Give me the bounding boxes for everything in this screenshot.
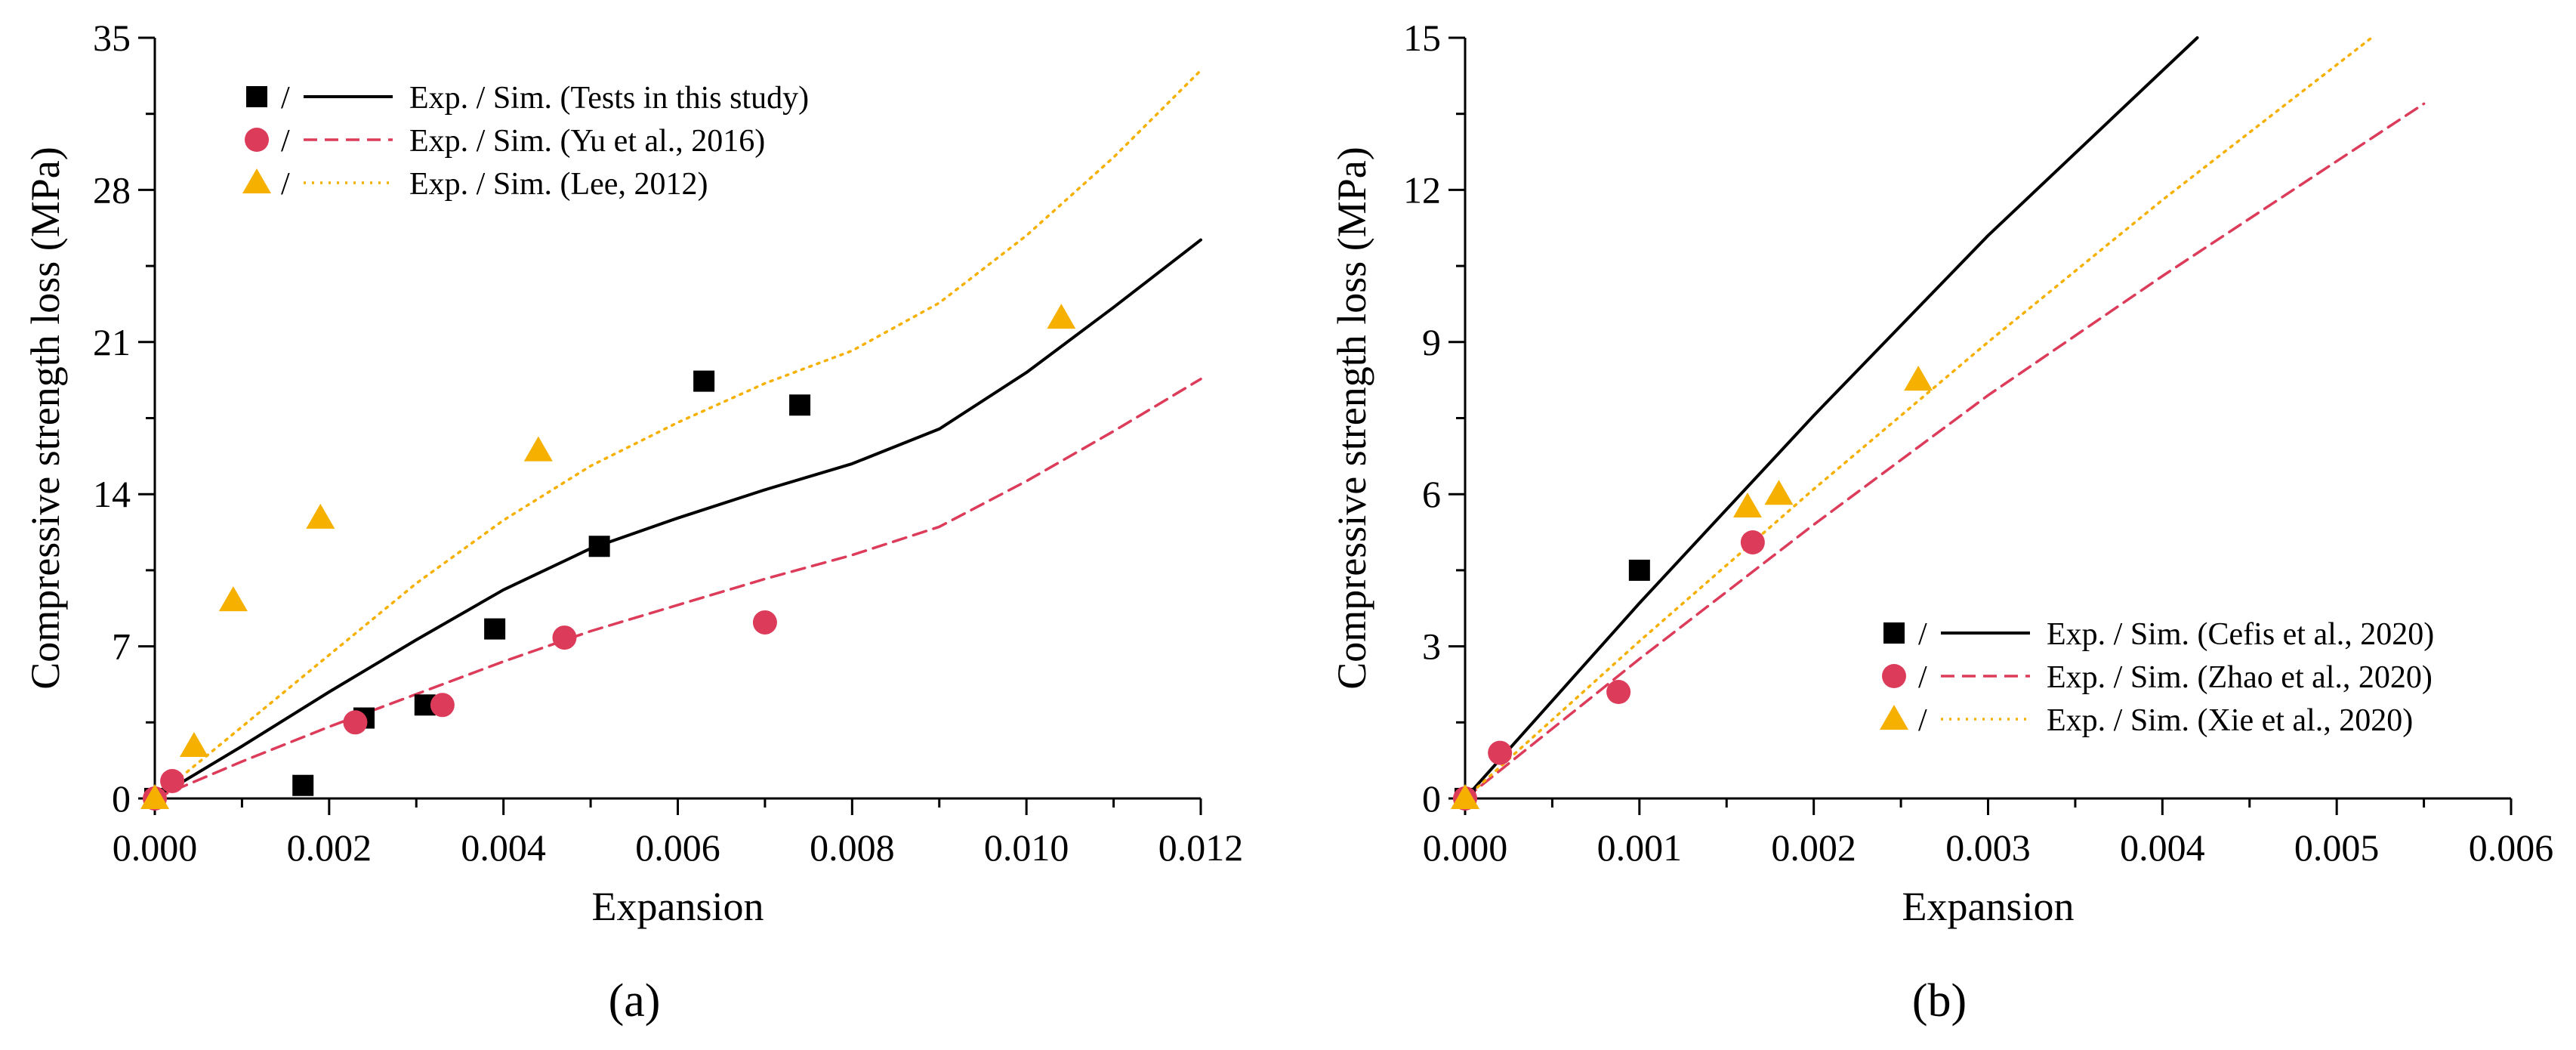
data-point-square — [789, 394, 811, 416]
data-point-circle — [552, 625, 577, 650]
data-point-triangle — [140, 784, 169, 809]
data-point-square — [484, 618, 506, 640]
data-point-triangle — [1047, 304, 1076, 329]
x-tick-label: 0.002 — [1771, 826, 1856, 869]
x-tick-label: 0.006 — [2469, 826, 2554, 869]
data-point-square — [1628, 559, 1650, 581]
x-axis-title: Expansion — [1902, 884, 2075, 929]
x-tick-label: 0.002 — [287, 826, 372, 869]
chart-b: 0.000 0.001 0.002 0.003 0.004 0.005 0.006 0 3 6 9 1… — [1329, 17, 2553, 1027]
legend-slash: / — [1918, 660, 1927, 695]
x-tick-label: 0.005 — [2294, 826, 2380, 869]
x-tick-label: 0.000 — [1423, 826, 1508, 869]
data-point-circle — [752, 610, 777, 635]
legend-slash: / — [281, 124, 290, 159]
x-tick-label: 0.004 — [2120, 826, 2205, 869]
legend-label: Exp. / Sim. (Cefis et al., 2020) — [2047, 617, 2434, 652]
data-point-circle — [160, 768, 185, 793]
x-tick-label: 0.001 — [1597, 826, 1683, 869]
x-tick-label: 0.012 — [1158, 826, 1244, 869]
legend-marker-triangle — [242, 168, 271, 193]
data-point-triangle — [1904, 366, 1933, 391]
y-tick-label: 6 — [1422, 473, 1441, 515]
x-tick-label: 0.008 — [810, 826, 895, 869]
legend-slash: / — [1918, 617, 1927, 652]
data-point-circle — [430, 693, 455, 718]
y-tick-label: 15 — [1403, 17, 1441, 59]
data-point-circle — [1606, 680, 1631, 705]
data-point-square — [588, 536, 610, 557]
data-point-triangle — [1732, 492, 1762, 517]
legend-slash: / — [281, 81, 290, 116]
legend-marker-circle — [245, 128, 269, 152]
x-tick-label: 0.000 — [113, 826, 198, 869]
legend-marker-triangle — [1880, 705, 1908, 730]
legend-slash: / — [1918, 703, 1927, 738]
x-tick-label: 0.006 — [635, 826, 720, 869]
data-point-triangle — [179, 731, 208, 757]
series-curve-2 — [1464, 36, 2374, 800]
data-point-circle — [343, 710, 368, 735]
series-curve-1 — [153, 377, 1202, 800]
data-point-square — [292, 774, 314, 796]
x-tick-label: 0.010 — [984, 826, 1069, 869]
legend-marker-square — [1883, 622, 1905, 644]
y-tick-label: 21 — [93, 321, 131, 363]
y-tick-label: 35 — [93, 17, 131, 59]
x-axis-title: Expansion — [592, 884, 764, 929]
legend-label: Exp. / Sim. (Tests in this study) — [409, 81, 809, 116]
x-tick-label: 0.003 — [1945, 826, 2031, 869]
legend-label: Exp. / Sim. (Lee, 2012) — [409, 167, 708, 202]
series-curve-0 — [1464, 36, 2199, 800]
legend-label: Exp. / Sim. (Zhao et al., 2020) — [2047, 660, 2433, 695]
legend: / Exp. / Sim. (Tests in this study) / Exp. … — [242, 81, 809, 202]
y-tick-label: 28 — [93, 168, 131, 211]
chart-a: 0.000 0.002 0.004 0.006 0.008 0.010 0.012 0 7 14 2… — [23, 17, 1243, 1027]
legend-slash: / — [281, 167, 290, 202]
data-point-circle — [1740, 530, 1765, 554]
data-point-triangle — [218, 586, 248, 612]
series-curve-0 — [153, 238, 1202, 800]
data-point-triangle — [1764, 480, 1794, 505]
legend-marker-square — [246, 86, 267, 107]
series-curve-2 — [153, 69, 1202, 800]
panel-label: (b) — [1912, 975, 1967, 1027]
y-tick-label: 12 — [1403, 168, 1441, 211]
y-tick-label: 0 — [112, 777, 131, 820]
y-tick-label: 0 — [1422, 777, 1441, 820]
legend-label: Exp. / Sim. (Yu et al., 2016) — [409, 124, 765, 159]
y-tick-label: 9 — [1422, 321, 1441, 363]
legend-marker-circle — [1882, 664, 1906, 688]
data-point-circle — [1488, 740, 1513, 765]
panel-label: (a) — [609, 975, 661, 1027]
x-tick-label: 0.004 — [461, 826, 546, 869]
y-tick-label: 14 — [93, 473, 131, 515]
y-axis-title: Compressive strength loss (MPa) — [1329, 147, 1374, 689]
data-point-triangle — [306, 503, 335, 529]
legend-label: Exp. / Sim. (Xie et al., 2020) — [2047, 703, 2413, 738]
data-point-triangle — [523, 436, 553, 462]
data-point-triangle — [1451, 784, 1479, 809]
y-tick-label: 7 — [112, 625, 131, 668]
series-curve-1 — [1464, 102, 2426, 800]
data-point-square — [693, 370, 715, 392]
y-tick-label: 3 — [1422, 625, 1441, 668]
legend: / Exp. / Sim. (Cefis et al., 2020) / Exp. /… — [1880, 617, 2434, 738]
y-axis-title: Compressive strength loss (MPa) — [23, 147, 68, 689]
